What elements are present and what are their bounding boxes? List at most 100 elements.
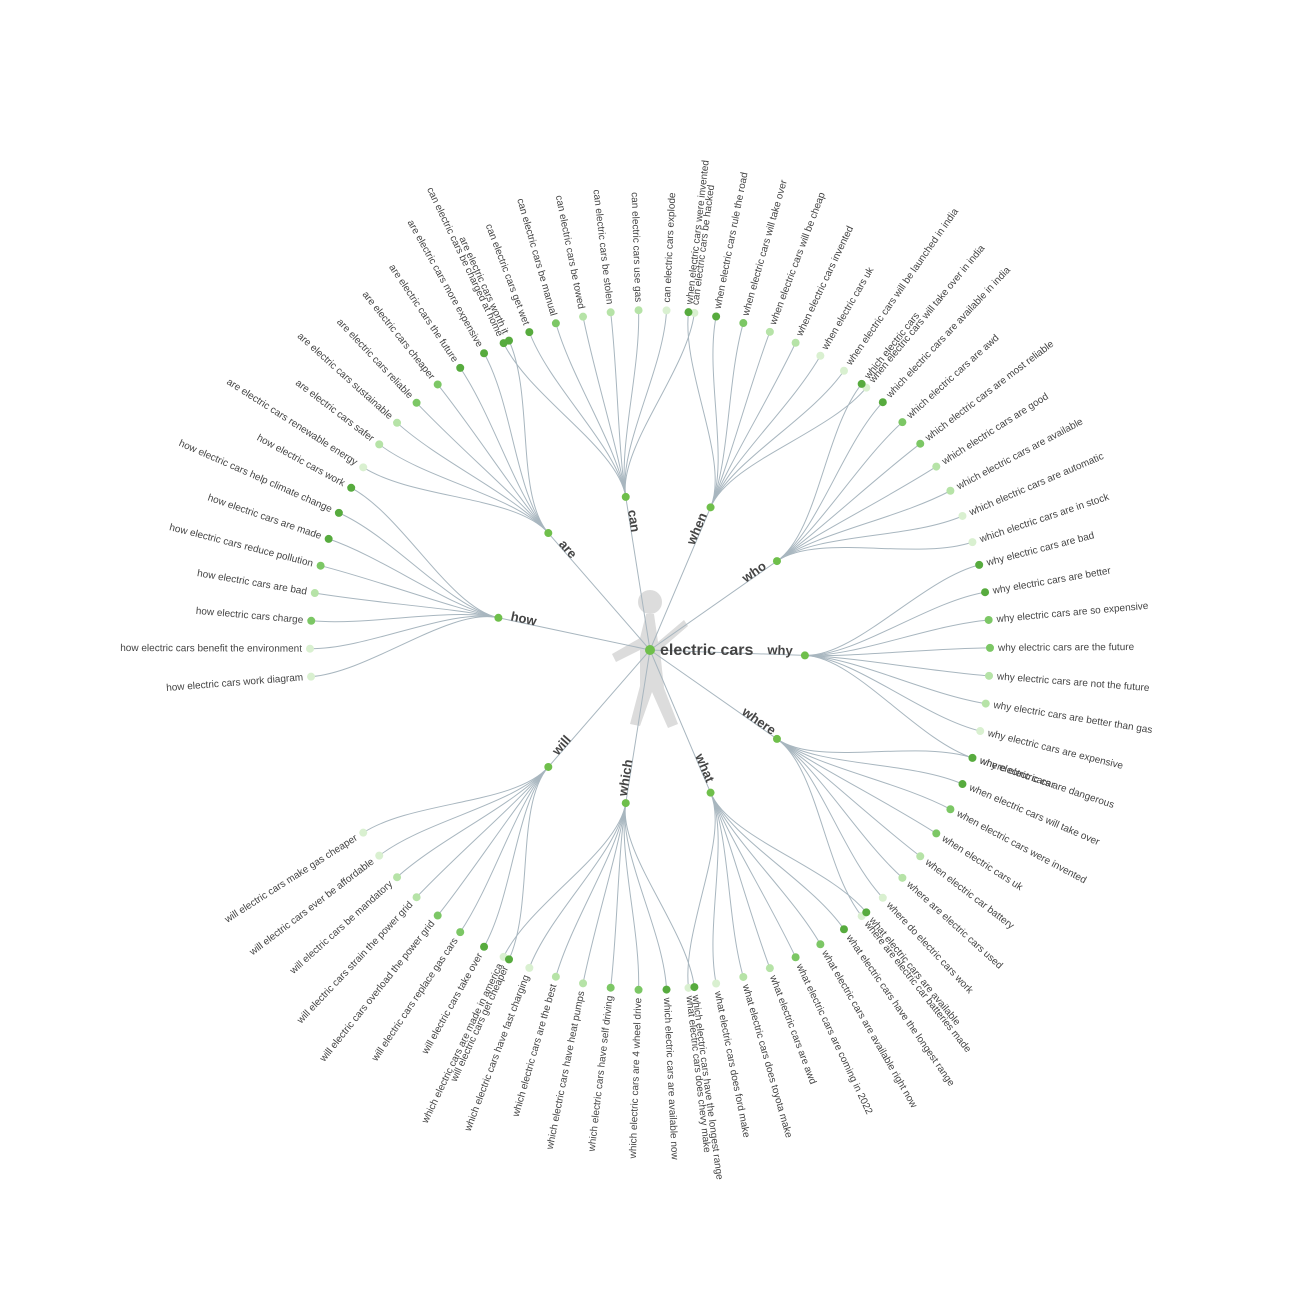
- leaf-label: which electric cars are available now: [661, 996, 680, 1160]
- leaf-node: [413, 893, 421, 901]
- leaf-node: [347, 484, 355, 492]
- leaf-node: [976, 727, 984, 735]
- category-label-how: how: [510, 609, 539, 629]
- leaf-label: when electric cars rule the road: [713, 171, 751, 310]
- leaf-node: [375, 440, 383, 448]
- leaf-node: [840, 925, 848, 933]
- category-node-can: [622, 493, 630, 501]
- leaf-node: [986, 644, 994, 652]
- category-label-which: which: [615, 758, 636, 798]
- leaf-node: [862, 908, 870, 916]
- category-label-what: what: [692, 750, 718, 785]
- category-node-why: [801, 651, 809, 659]
- leaf-node: [434, 380, 442, 388]
- leaf-node: [816, 352, 824, 360]
- category-label-why: why: [766, 642, 794, 658]
- leaf-node: [684, 308, 692, 316]
- leaf-node: [739, 973, 747, 981]
- leaf-node: [932, 463, 940, 471]
- leaf-node: [916, 852, 924, 860]
- leaf-node: [898, 418, 906, 426]
- leaf-node: [968, 538, 976, 546]
- leaf-node: [690, 983, 698, 991]
- leaf-node: [335, 509, 343, 517]
- leaf-label: how electric cars help climate change: [177, 438, 334, 515]
- center-label: electric cars: [660, 642, 754, 659]
- leaf-node: [579, 979, 587, 987]
- leaf-label: are electric cars cheaper: [360, 290, 437, 383]
- leaf-label: how electric cars charge: [195, 606, 304, 626]
- center-node: [645, 645, 655, 655]
- leaf-node: [932, 829, 940, 837]
- leaf-label: where are electric cars used: [904, 879, 1005, 972]
- radial-keyword-tree: electric cars how how electric cars work d…: [0, 0, 1300, 1300]
- leaf-node: [375, 852, 383, 860]
- leaf-label: can electric cars be stolen: [590, 189, 614, 305]
- leaf-node: [456, 928, 464, 936]
- category-node-which: [622, 799, 630, 807]
- leaf-label: will electric cars replace gas cars: [369, 936, 460, 1064]
- leaf-node: [858, 380, 866, 388]
- leaf-node: [635, 306, 643, 314]
- leaf-node: [607, 984, 615, 992]
- leaf-node: [480, 349, 488, 357]
- leaf-label: why electric cars are the future: [997, 642, 1135, 654]
- leaf-node: [879, 398, 887, 406]
- leaf-node: [712, 312, 720, 320]
- leaf-node: [946, 805, 954, 813]
- category-label-when: when: [683, 510, 710, 547]
- leaf-node: [975, 561, 983, 569]
- leaf-label: why electric cars are better than gas: [992, 700, 1153, 736]
- leaf-label: can electric cars be towed: [553, 194, 587, 310]
- leaf-node: [306, 645, 314, 653]
- leaf-label: when electric cars were invented: [954, 808, 1088, 886]
- category-node-what: [707, 789, 715, 797]
- leaf-node: [579, 313, 587, 321]
- leaf-label: why electric cars are not the future: [996, 671, 1151, 694]
- leaf-node: [712, 980, 720, 988]
- leaf-label: which electric cars are good: [939, 391, 1050, 468]
- leaf-node: [434, 912, 442, 920]
- leaf-node: [663, 306, 671, 314]
- leaf-node: [552, 973, 560, 981]
- leaf-label: which electric cars have self driving: [587, 995, 616, 1153]
- leaf-node: [898, 874, 906, 882]
- leaf-node: [607, 308, 615, 316]
- leaf-label: how electric cars are bad: [196, 568, 307, 597]
- category-node-when: [707, 503, 715, 511]
- dots: [306, 306, 994, 994]
- leaf-node: [359, 463, 367, 471]
- leaf-node: [480, 943, 488, 951]
- leaf-node: [958, 512, 966, 520]
- silhouette: [612, 590, 688, 728]
- leaf-node: [879, 894, 887, 902]
- leaf-label: when electric car battery: [922, 857, 1016, 932]
- leaf-label: how electric cars work diagram: [166, 672, 304, 694]
- leaf-node: [635, 986, 643, 994]
- leaf-node: [500, 339, 508, 347]
- leaf-node: [525, 964, 533, 972]
- leaf-node: [393, 873, 401, 881]
- category-label-can: can: [625, 509, 643, 534]
- leaf-node: [317, 562, 325, 570]
- leaf-label: will electric cars be mandatory: [287, 879, 395, 977]
- leaf-node: [525, 328, 533, 336]
- category-label-where: where: [739, 703, 779, 737]
- leaf-node: [792, 953, 800, 961]
- leaf-node: [958, 780, 966, 788]
- leaf-node: [840, 367, 848, 375]
- leaf-node: [456, 364, 464, 372]
- leaf-label: where electric car: [977, 755, 1056, 791]
- leaf-node: [393, 419, 401, 427]
- leaf-label: why electric cars are so expensive: [995, 601, 1149, 626]
- leaf-node: [766, 328, 774, 336]
- category-node-where: [773, 735, 781, 743]
- leaf-label: how electric cars benefit the environmen…: [120, 643, 302, 655]
- leaf-node: [981, 588, 989, 596]
- leaf-node: [946, 487, 954, 495]
- leaf-node: [985, 672, 993, 680]
- leaf-node: [816, 940, 824, 948]
- leaf-label: why electric cars are better: [991, 566, 1112, 597]
- leaf-node: [985, 616, 993, 624]
- leaf-node: [968, 754, 976, 762]
